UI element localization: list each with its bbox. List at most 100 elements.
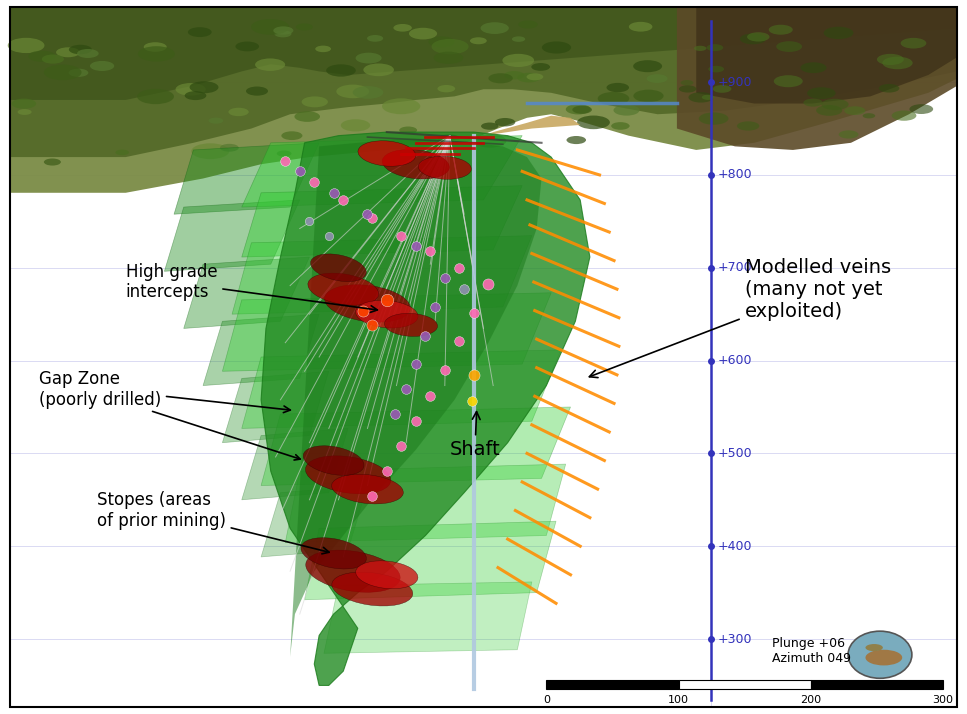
Ellipse shape bbox=[56, 47, 80, 57]
Text: +600: +600 bbox=[718, 354, 752, 367]
Polygon shape bbox=[232, 236, 532, 314]
Polygon shape bbox=[174, 143, 319, 214]
Ellipse shape bbox=[191, 144, 229, 159]
Text: 100: 100 bbox=[668, 695, 689, 705]
Text: Shaft: Shaft bbox=[450, 411, 500, 459]
Ellipse shape bbox=[470, 37, 486, 44]
Text: +500: +500 bbox=[718, 447, 752, 460]
Ellipse shape bbox=[138, 46, 175, 61]
Ellipse shape bbox=[294, 111, 320, 122]
Ellipse shape bbox=[611, 122, 630, 130]
Polygon shape bbox=[677, 7, 957, 150]
Ellipse shape bbox=[8, 38, 44, 53]
Ellipse shape bbox=[306, 550, 400, 593]
Ellipse shape bbox=[137, 89, 174, 104]
Ellipse shape bbox=[325, 285, 410, 322]
Ellipse shape bbox=[304, 446, 364, 476]
Polygon shape bbox=[242, 428, 348, 500]
Ellipse shape bbox=[115, 150, 129, 155]
Text: +400: +400 bbox=[718, 540, 752, 553]
Bar bbox=[679, 680, 810, 689]
Ellipse shape bbox=[315, 46, 331, 52]
Circle shape bbox=[848, 631, 912, 678]
Ellipse shape bbox=[356, 53, 382, 64]
Ellipse shape bbox=[308, 273, 379, 305]
Ellipse shape bbox=[707, 44, 723, 51]
Text: +800: +800 bbox=[718, 169, 752, 181]
Ellipse shape bbox=[17, 109, 32, 115]
Ellipse shape bbox=[816, 105, 842, 116]
Polygon shape bbox=[261, 407, 571, 486]
Ellipse shape bbox=[332, 474, 403, 504]
Ellipse shape bbox=[438, 134, 459, 144]
Ellipse shape bbox=[679, 85, 696, 93]
Ellipse shape bbox=[367, 35, 383, 41]
Ellipse shape bbox=[681, 80, 693, 86]
Ellipse shape bbox=[474, 134, 507, 148]
Polygon shape bbox=[222, 293, 551, 371]
Ellipse shape bbox=[306, 456, 391, 494]
Ellipse shape bbox=[769, 25, 793, 35]
Ellipse shape bbox=[801, 62, 827, 73]
Text: +700: +700 bbox=[718, 261, 752, 274]
Polygon shape bbox=[290, 139, 542, 657]
Ellipse shape bbox=[310, 254, 366, 281]
Ellipse shape bbox=[774, 75, 803, 87]
Ellipse shape bbox=[633, 60, 662, 72]
Ellipse shape bbox=[431, 39, 469, 54]
Ellipse shape bbox=[382, 99, 421, 114]
Ellipse shape bbox=[301, 538, 366, 569]
Ellipse shape bbox=[777, 41, 802, 52]
Ellipse shape bbox=[77, 49, 99, 58]
Ellipse shape bbox=[220, 144, 239, 151]
Ellipse shape bbox=[527, 74, 543, 80]
Ellipse shape bbox=[694, 46, 707, 51]
Ellipse shape bbox=[488, 74, 513, 84]
Text: Gap Zone
(poorly drilled): Gap Zone (poorly drilled) bbox=[39, 370, 290, 413]
Polygon shape bbox=[10, 7, 957, 100]
Ellipse shape bbox=[326, 64, 356, 76]
Ellipse shape bbox=[275, 30, 291, 37]
Ellipse shape bbox=[302, 96, 328, 107]
Ellipse shape bbox=[629, 22, 653, 31]
Polygon shape bbox=[203, 314, 319, 386]
Polygon shape bbox=[184, 257, 309, 328]
Ellipse shape bbox=[865, 650, 902, 665]
Ellipse shape bbox=[689, 92, 714, 103]
Ellipse shape bbox=[863, 113, 875, 119]
Polygon shape bbox=[164, 200, 300, 271]
Ellipse shape bbox=[865, 644, 883, 651]
Ellipse shape bbox=[433, 51, 463, 64]
Bar bbox=[546, 680, 679, 689]
Ellipse shape bbox=[356, 560, 418, 589]
Text: 300: 300 bbox=[932, 695, 953, 705]
Ellipse shape bbox=[844, 106, 865, 115]
Ellipse shape bbox=[12, 99, 36, 109]
Ellipse shape bbox=[277, 151, 291, 156]
Ellipse shape bbox=[708, 66, 724, 72]
Ellipse shape bbox=[567, 136, 586, 144]
Ellipse shape bbox=[512, 36, 525, 42]
Ellipse shape bbox=[713, 85, 731, 93]
Ellipse shape bbox=[90, 61, 114, 71]
Ellipse shape bbox=[598, 92, 630, 105]
Text: Plunge +06
Azimuth 049: Plunge +06 Azimuth 049 bbox=[772, 637, 851, 665]
Ellipse shape bbox=[737, 121, 759, 131]
Ellipse shape bbox=[566, 104, 591, 114]
Ellipse shape bbox=[882, 56, 913, 69]
Ellipse shape bbox=[274, 26, 293, 35]
Ellipse shape bbox=[69, 45, 92, 54]
Ellipse shape bbox=[481, 123, 498, 130]
Ellipse shape bbox=[176, 83, 206, 96]
Ellipse shape bbox=[518, 21, 538, 29]
Ellipse shape bbox=[399, 126, 417, 134]
Ellipse shape bbox=[428, 36, 454, 47]
Ellipse shape bbox=[481, 22, 509, 34]
Ellipse shape bbox=[332, 572, 413, 606]
Ellipse shape bbox=[44, 64, 81, 80]
Ellipse shape bbox=[900, 38, 926, 49]
Polygon shape bbox=[285, 464, 566, 543]
Ellipse shape bbox=[747, 32, 770, 41]
Bar bbox=[810, 680, 943, 689]
Ellipse shape bbox=[382, 149, 450, 179]
